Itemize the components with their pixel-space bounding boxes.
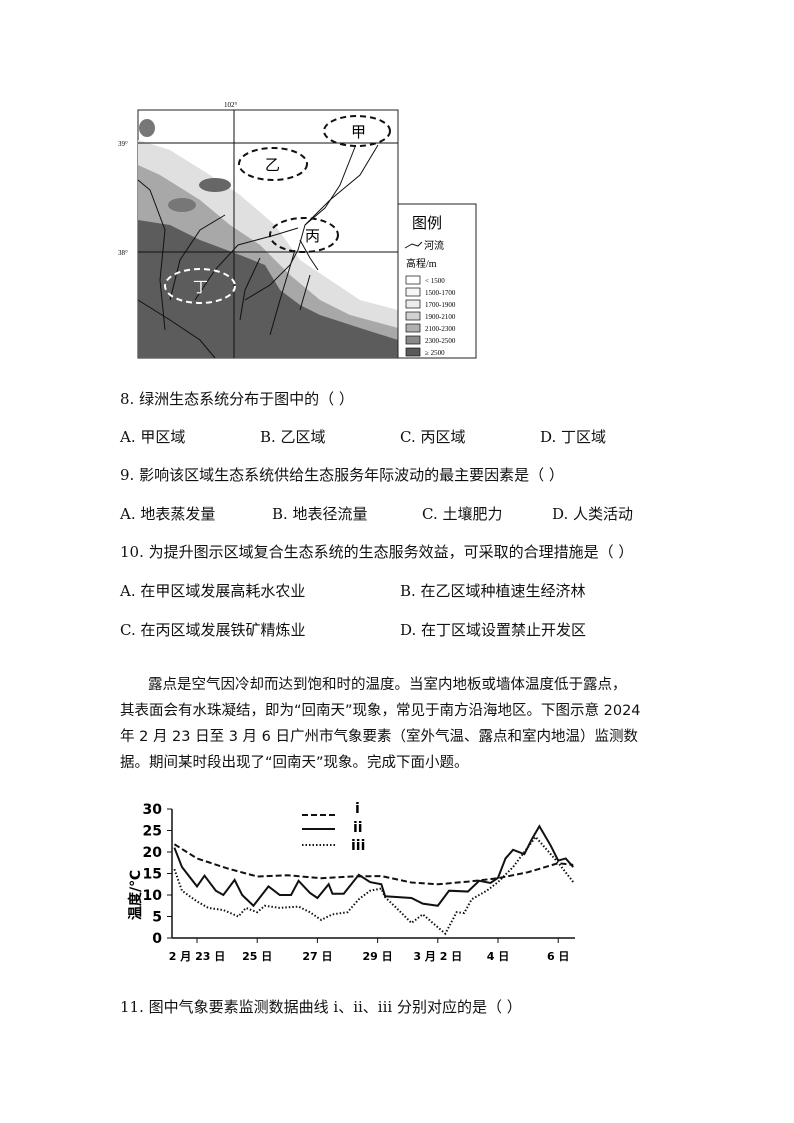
- passage-line: 年 2 月 23 日至 3 月 6 日广州市气象要素（室外气温、露点和室内地温）…: [120, 729, 638, 745]
- lat-label-38: 38°: [118, 249, 128, 257]
- temperature-chart: 0 5 10 15 20 25 30 2 月 23 日 25 日 27 日 29 日 3 月 2 日 4…: [127, 801, 575, 963]
- lon-label: 102°: [224, 101, 238, 109]
- legend-swatch: [405, 323, 421, 333]
- legend-swatch: [405, 335, 421, 345]
- legend-class-label: 1700-1900: [425, 301, 456, 309]
- q10-option-a[interactable]: A. 在甲区域发展高耗水农业: [120, 582, 306, 600]
- x-tick-label: 29 日: [363, 950, 393, 963]
- rivers: [137, 144, 379, 359]
- legend-class-label: ≥ 2500: [425, 349, 445, 357]
- svg-text:ii: ii: [353, 820, 363, 836]
- svg-text:iii: iii: [351, 838, 365, 854]
- svg-text:图例: 图例: [412, 215, 442, 232]
- lat-label-39: 39°: [118, 140, 128, 148]
- q9-option-d[interactable]: D. 人类活动: [552, 505, 634, 523]
- q9-option-a[interactable]: A. 地表蒸发量: [120, 505, 216, 523]
- region-yi-label: 乙: [265, 158, 280, 174]
- q8-option-a[interactable]: A. 甲区域: [120, 428, 186, 446]
- y-tick-label: 0: [152, 931, 162, 947]
- river-legend-icon: [404, 241, 423, 249]
- legend-swatch: [405, 347, 421, 357]
- q9-option-b[interactable]: B. 地表径流量: [272, 505, 368, 523]
- legend-class-label: 1500-1700: [425, 289, 456, 297]
- series-iii-line: [173, 835, 575, 936]
- series-i-line: [173, 843, 574, 886]
- x-tick-label: 6 日: [547, 950, 569, 963]
- question-8: 8. 绿洲生态系统分布于图中的（ ）: [120, 390, 354, 408]
- question-11: 11. 图中气象要素监测数据曲线 i、ii、iii 分别对应的是（ ）: [120, 998, 522, 1016]
- x-tick-label: 3 月 2 日: [413, 950, 462, 963]
- legend-swatch: [405, 287, 421, 297]
- legend-swatch: [405, 311, 421, 321]
- svg-text:i: i: [355, 801, 360, 817]
- passage: 露点是空气因冷却而达到饱和时的温度。当室内地板或墙体温度低于露点， 其表面会有水…: [120, 672, 680, 776]
- region-yi: [238, 147, 308, 181]
- y-tick-label: 10: [143, 888, 163, 904]
- legend-class-label: 2100-2300: [425, 325, 456, 333]
- series-ii-line: [173, 824, 575, 908]
- svg-text:高程/m: 高程/m: [406, 257, 437, 270]
- legend-class-label: < 1500: [425, 277, 445, 285]
- x-tick-label: 27 日: [302, 950, 332, 963]
- passage-line: 据。期间某时段出现了“回南天”现象。完成下面小题。: [120, 755, 469, 771]
- q8-option-d[interactable]: D. 丁区域: [540, 428, 607, 446]
- x-tick-label: 25 日: [242, 950, 272, 963]
- chart-legend: i ii iii: [302, 801, 365, 854]
- terrain-map: 102° 39° 38° 甲 乙 丙 丁 图例 河流 高程/m < 1500 15…: [118, 101, 477, 359]
- y-tick-label: 5: [152, 910, 162, 926]
- svg-text:河流: 河流: [424, 239, 444, 252]
- legend-swatch: [405, 299, 421, 309]
- x-tick-label: 4 日: [487, 950, 509, 963]
- y-tick-label: 30: [143, 802, 163, 818]
- region-bing: [269, 217, 339, 253]
- region-jia: [323, 115, 391, 147]
- elevation-high: [138, 220, 398, 358]
- q8-option-c[interactable]: C. 丙区域: [400, 428, 466, 446]
- q9-option-c[interactable]: C. 土壤肥力: [422, 505, 503, 523]
- y-tick-label: 25: [143, 824, 162, 840]
- y-tick-label: 20: [143, 845, 163, 861]
- map-legend: 图例 河流 高程/m < 1500 1500-1700 1700-1900 1900-…: [397, 203, 477, 359]
- q10-option-d[interactable]: D. 在丁区域设置禁止开发区: [400, 621, 587, 639]
- x-tick-label: 2 月 23 日: [169, 950, 225, 963]
- passage-line: 露点是空气因冷却而达到饱和时的温度。当室内地板或墙体温度低于露点，: [148, 677, 627, 693]
- region-bing-label: 丙: [305, 229, 320, 245]
- legend-swatch: [405, 275, 421, 285]
- q8-option-b[interactable]: B. 乙区域: [260, 428, 326, 446]
- legend-class-label: 2300-2500: [425, 337, 456, 345]
- question-9: 9. 影响该区域生态系统供给生态服务年际波动的最主要因素是（ ）: [120, 466, 564, 484]
- question-10: 10. 为提升图示区域复合生态系统的生态服务效益，可采取的合理措施是（ ）: [120, 543, 634, 561]
- y-tick-label: 15: [143, 867, 162, 883]
- region-ding-label: 丁: [193, 280, 208, 296]
- q10-option-b[interactable]: B. 在乙区域种植速生经济林: [400, 582, 586, 600]
- region-jia-label: 甲: [351, 125, 366, 141]
- q10-option-c[interactable]: C. 在丙区域发展铁矿精炼业: [120, 621, 306, 639]
- passage-line: 其表面会有水珠凝结，即为“回南天”现象，常见于南方沿海地区。下图示意 2024: [120, 703, 641, 719]
- y-axis-label: 温度/℃: [127, 870, 144, 920]
- legend-class-label: 1900-2100: [425, 313, 456, 321]
- region-ding: [164, 268, 236, 304]
